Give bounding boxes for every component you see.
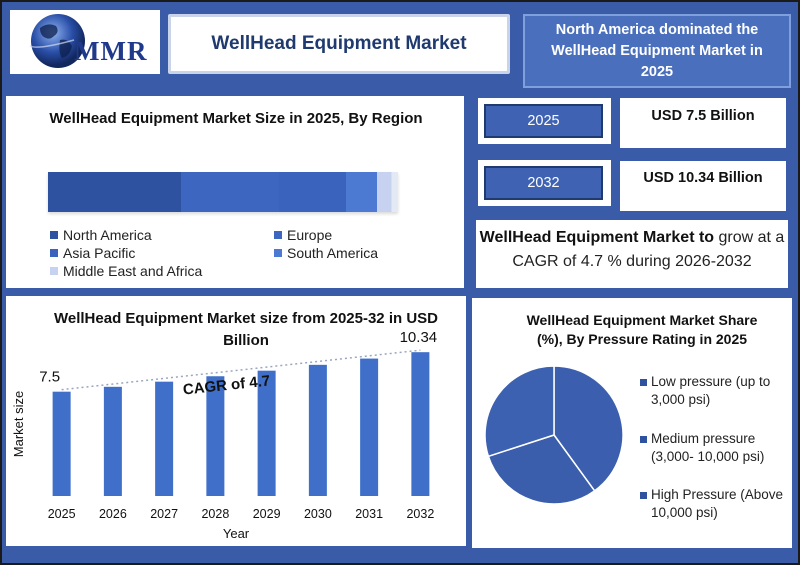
value-start-text: USD 7.5 Billion [651, 108, 755, 124]
bar-2030 [308, 364, 327, 496]
trend-line [61, 349, 421, 391]
x-tick-label: 2029 [253, 507, 281, 521]
y-axis-label: Market size [11, 391, 26, 457]
region-segment [377, 172, 398, 212]
data-label: 7.5 [39, 369, 60, 386]
x-axis-label: Year [223, 526, 250, 541]
logo: MMR [10, 10, 160, 74]
region-segment [279, 172, 346, 212]
region-chart-panel: WellHead Equipment Market Size in 2025, … [6, 96, 464, 288]
region-legend-item: Middle East and Africa [50, 263, 202, 279]
x-tick-label: 2031 [355, 507, 383, 521]
pressure-share-title: WellHead Equipment Market Share (%), By … [526, 312, 758, 347]
region-legend-item: Asia Pacific [50, 245, 135, 261]
region-segment [345, 172, 377, 212]
bar-2025 [52, 391, 71, 496]
region-legend-label: South America [287, 245, 379, 261]
x-tick-label: 2027 [150, 507, 178, 521]
pressure-legend-label: Low pressure (up to 3,000 psi) [651, 374, 771, 407]
region-stacked-bar [48, 172, 398, 212]
legend-swatch [50, 249, 58, 257]
bar-2029 [257, 370, 276, 496]
cagr-bold-text: WellHead Equipment Market to [479, 229, 715, 246]
x-tick-label: 2032 [406, 507, 434, 521]
pressure-legend-item: Low pressure (up to 3,000 psi) [640, 373, 787, 409]
x-tick-label: 2025 [48, 507, 76, 521]
cagr-annotation: CAGR of 4.7 [182, 372, 271, 398]
data-label: 10.34 [400, 329, 438, 346]
region-legend-label: Asia Pacific [63, 245, 136, 261]
pressure-legend-label: Medium pressure (3,000- 10,000 psi) [651, 431, 765, 464]
bar-2026 [103, 386, 122, 496]
pressure-legend-label: High Pressure (Above 10,000 psi) [651, 487, 784, 520]
legend-swatch [274, 249, 282, 257]
year-start-label: 2025 [484, 104, 603, 138]
cagr-box: WellHead Equipment Market to grow at a C… [476, 220, 788, 288]
bar-2031 [360, 358, 379, 496]
market-size-bar-chart: 2025 7.5 2026 2027 2028 2029 2030 2031 2032 10.34… [11, 329, 438, 541]
pie-slice [484, 365, 555, 458]
page-title-text: WellHead Equipment Market [211, 33, 467, 54]
year-start-box: 2025 [478, 98, 611, 144]
value-end-text: USD 10.34 Billion [643, 170, 763, 186]
region-legend-label: North America [63, 227, 152, 243]
market-size-chart-title: WellHead Equipment Market size from 2025… [53, 310, 438, 349]
pie-slice [487, 434, 596, 505]
cagr-text: grow at a CAGR of 4.7 % during 2026-2032 [512, 229, 785, 270]
region-legend-item: Europe [274, 227, 332, 243]
pie-slice [553, 365, 624, 492]
globe-icon [29, 14, 85, 68]
region-legend-label: Europe [287, 227, 333, 243]
legend-swatch [50, 267, 58, 275]
value-end-box: USD 10.34 Billion [620, 161, 786, 211]
market-size-chart-panel: WellHead Equipment Market size from 2025… [6, 296, 466, 546]
x-tick-label: 2026 [99, 507, 127, 521]
x-tick-label: 2030 [304, 507, 332, 521]
region-segment [181, 172, 279, 212]
year-end-box: 2032 [478, 160, 611, 206]
legend-swatch [50, 231, 58, 239]
pressure-pie-chart [484, 365, 624, 505]
bar-2028 [206, 376, 225, 496]
region-legend-item: North America [50, 227, 152, 243]
bar-2027 [155, 381, 174, 496]
legend-swatch [640, 436, 647, 443]
x-tick-label: 2028 [201, 507, 229, 521]
page-title: WellHead Equipment Market [168, 14, 510, 74]
highlight-box: North America dominated the WellHead Equ… [523, 14, 791, 88]
bar-2032 [411, 352, 430, 496]
logo-text: MMR [74, 36, 148, 66]
value-start-box: USD 7.5 Billion [620, 98, 786, 148]
pressure-share-panel: WellHead Equipment Market Share (%), By … [472, 298, 792, 548]
year-end-label: 2032 [484, 166, 603, 200]
highlight-text: North America dominated the WellHead Equ… [551, 21, 763, 80]
legend-swatch [274, 231, 282, 239]
region-legend-label: Middle East and Africa [63, 263, 203, 279]
pressure-legend-item: Medium pressure (3,000- 10,000 psi) [640, 430, 787, 466]
region-chart-title: WellHead Equipment Market Size in 2025, … [49, 110, 423, 127]
region-legend-item: South America [274, 245, 378, 261]
legend-swatch [640, 379, 647, 386]
region-segment [48, 172, 181, 212]
legend-swatch [640, 492, 647, 499]
pressure-legend-item: High Pressure (Above 10,000 psi) [640, 486, 787, 522]
